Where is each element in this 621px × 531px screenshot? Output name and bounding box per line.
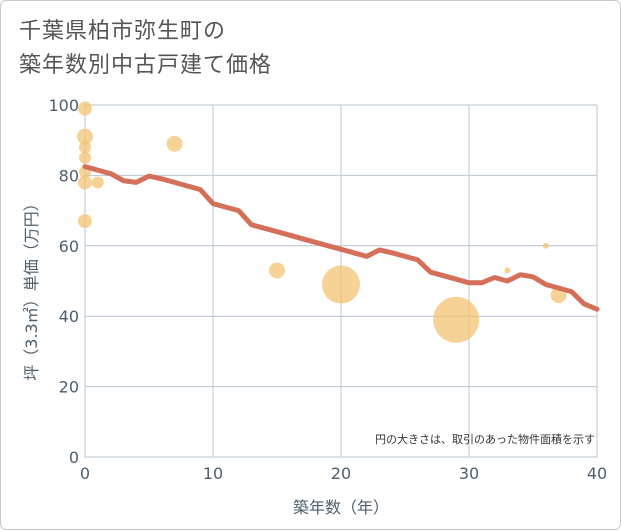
x-tick-label: 30 (459, 464, 479, 483)
y-tick-label: 20 (59, 378, 79, 397)
bubble-point (79, 141, 91, 154)
bubble-point (433, 296, 480, 343)
y-tick-label: 100 (48, 96, 79, 115)
bubble-point (504, 267, 511, 274)
x-tick-label: 40 (587, 464, 607, 483)
bubble-point (78, 175, 92, 190)
bubbles (77, 101, 567, 343)
x-tick-label: 0 (80, 464, 90, 483)
trend-line (82, 164, 600, 312)
x-axis-label: 築年数（年） (293, 498, 389, 517)
y-tick-label: 80 (59, 166, 79, 185)
y-axis-label: 坪（3.3㎡）単価（万円） (22, 195, 41, 380)
bubble-point (166, 135, 183, 152)
chart-title: 千葉県柏市弥生町の 築年数別中古戸建て価格 (19, 15, 579, 83)
bubble-point (77, 128, 93, 145)
y-tick-label: 40 (59, 307, 79, 326)
bubble-point (79, 151, 91, 164)
bubble-point (542, 242, 549, 249)
chart-title-line2: 築年数別中古戸建て価格 (19, 53, 273, 78)
x-tick-label: 20 (331, 464, 351, 483)
x-tick-label: 10 (203, 464, 223, 483)
chart-title-line1: 千葉県柏市弥生町の (19, 19, 227, 44)
bubble-point (269, 262, 285, 279)
bubble-point (78, 214, 92, 229)
trend-line-group (82, 164, 600, 312)
bubble-point (78, 101, 92, 116)
tick-labels: 0 10 20 30 40 0 20 40 60 80 100 (48, 96, 607, 483)
bubble-size-note: 円の大きさは、取引のあった物件面積を示す (375, 432, 595, 446)
y-tick-label: 60 (59, 237, 79, 256)
bubble-point (322, 265, 360, 304)
bubble-point (91, 176, 104, 189)
y-tick-label: 0 (69, 448, 79, 467)
